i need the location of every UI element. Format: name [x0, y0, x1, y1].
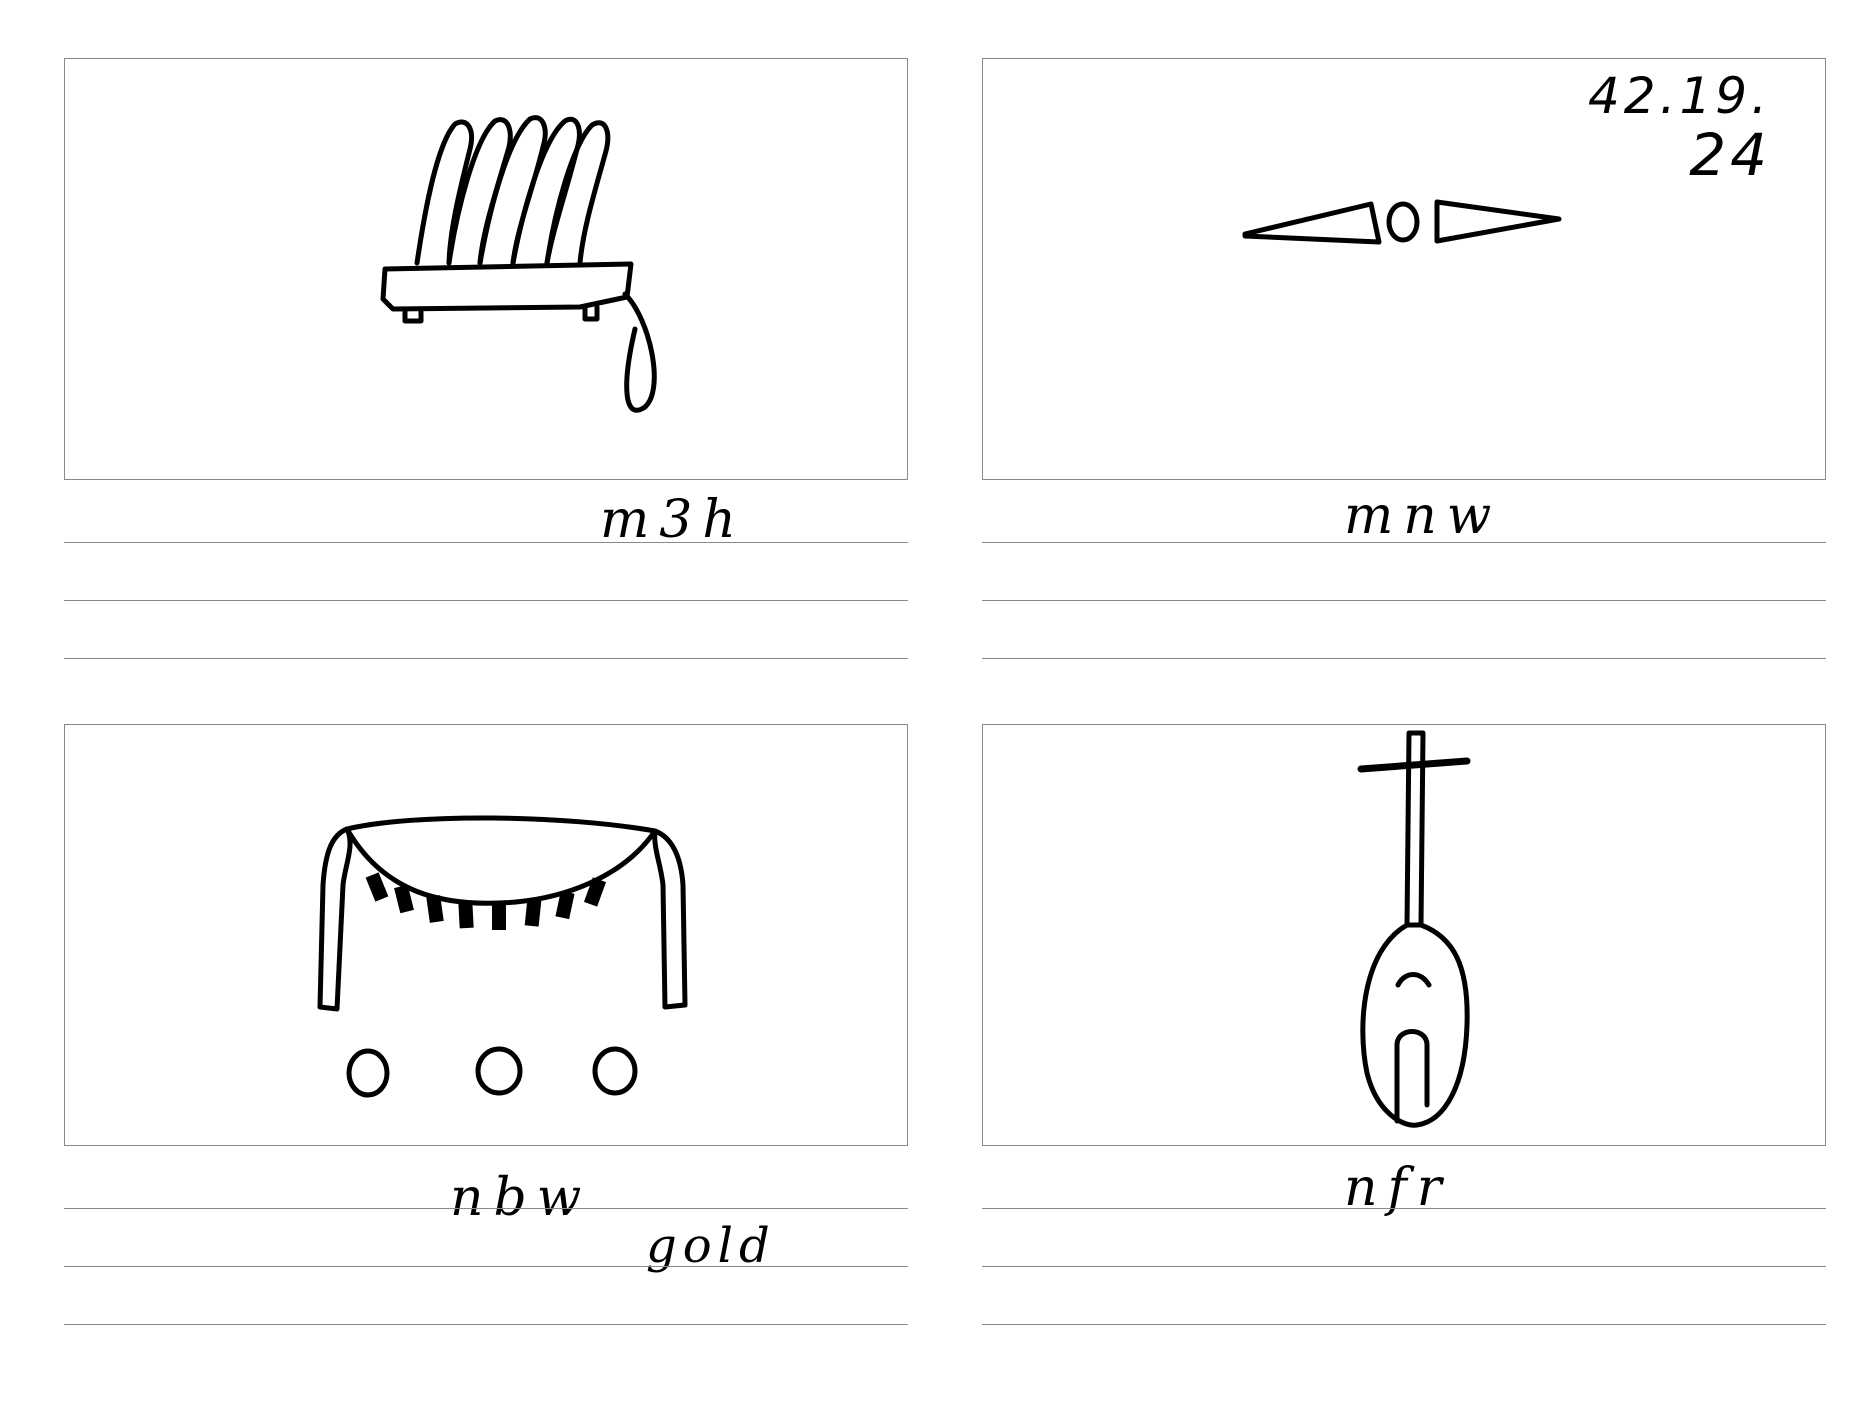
ruled-line	[64, 542, 908, 543]
translation-note: gold	[646, 1222, 776, 1270]
transliteration-label-1: m3h	[600, 494, 746, 546]
catalog-number-line-1: 42.19.	[1588, 69, 1771, 124]
transliteration-label-2: mnw	[1344, 490, 1501, 542]
glyph-frame-1	[64, 58, 908, 480]
glyph-frame-2: 42.19. 24	[982, 58, 1826, 480]
glyph-frame-3	[64, 724, 908, 1146]
ruled-line	[64, 1208, 908, 1209]
catalog-number: 42.19. 24	[1588, 69, 1771, 188]
ruled-line	[982, 1208, 1826, 1209]
glyph-frame-4	[982, 724, 1826, 1146]
ruled-line	[982, 1324, 1826, 1325]
transliteration-label-4: nfr	[1344, 1162, 1452, 1214]
ruled-line	[982, 600, 1826, 601]
fan-glyph-icon	[65, 59, 908, 480]
ruled-line	[982, 658, 1826, 659]
ruled-line	[64, 1324, 908, 1325]
catalog-number-line-2: 24	[1588, 124, 1771, 188]
ruled-line	[982, 1266, 1826, 1267]
ruled-line	[982, 542, 1826, 543]
collar-glyph-icon	[65, 725, 908, 1146]
ruled-line	[64, 1266, 908, 1267]
ruled-line	[64, 600, 908, 601]
lute-glyph-icon	[983, 725, 1826, 1146]
transliteration-label-3: nbw	[450, 1172, 591, 1224]
ruled-line	[64, 658, 908, 659]
